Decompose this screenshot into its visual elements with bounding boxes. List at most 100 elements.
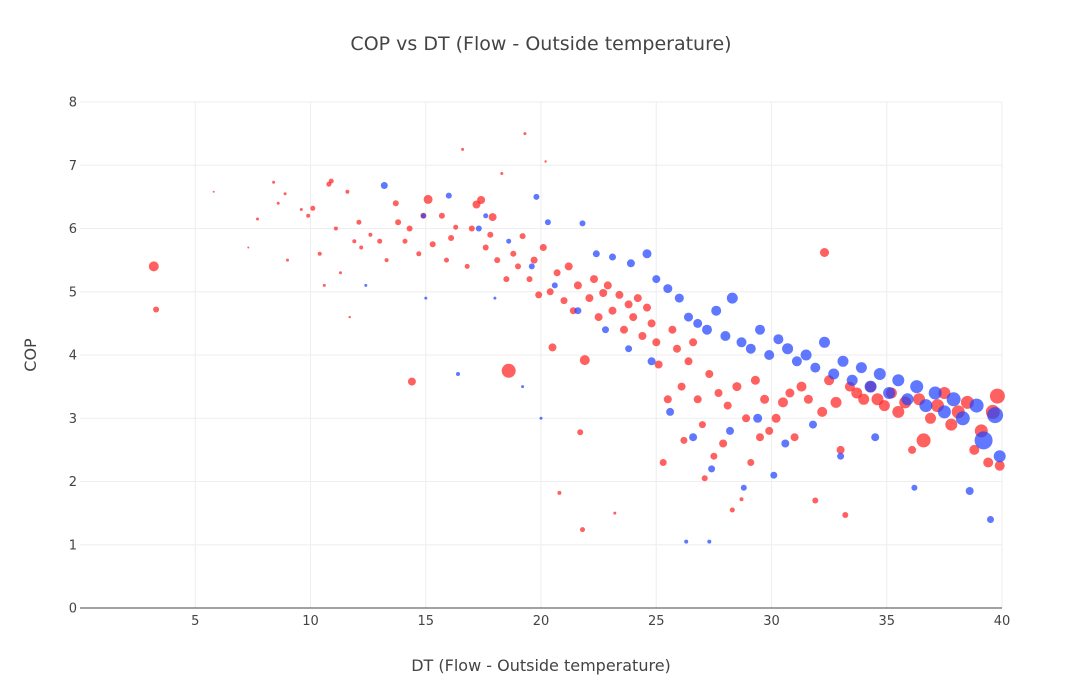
data-point[interactable] (837, 355, 849, 367)
data-point[interactable] (809, 420, 817, 429)
data-point[interactable] (429, 241, 436, 248)
data-point[interactable] (535, 291, 543, 299)
data-point[interactable] (402, 238, 408, 244)
data-point[interactable] (810, 362, 821, 373)
data-point[interactable] (871, 433, 880, 442)
data-point[interactable] (420, 213, 426, 219)
data-point[interactable] (946, 392, 961, 407)
data-point[interactable] (546, 288, 554, 296)
data-point[interactable] (544, 219, 551, 226)
data-point[interactable] (560, 297, 568, 305)
data-point[interactable] (753, 413, 763, 423)
data-point[interactable] (729, 507, 735, 513)
data-point[interactable] (901, 393, 914, 406)
data-point[interactable] (544, 160, 547, 163)
data-point[interactable] (608, 306, 617, 315)
data-point[interactable] (328, 178, 334, 184)
data-point[interactable] (684, 312, 693, 322)
data-point[interactable] (765, 426, 774, 435)
data-point[interactable] (858, 393, 870, 405)
data-point[interactable] (720, 331, 731, 341)
data-point[interactable] (339, 271, 342, 275)
data-point[interactable] (345, 189, 350, 194)
data-point[interactable] (842, 512, 849, 518)
data-point[interactable] (674, 293, 684, 303)
data-point[interactable] (500, 172, 504, 175)
data-point[interactable] (523, 132, 527, 136)
data-point[interactable] (624, 300, 633, 309)
data-point[interactable] (873, 368, 886, 380)
data-point[interactable] (812, 497, 819, 504)
data-point[interactable] (742, 414, 751, 423)
data-point[interactable] (579, 220, 586, 227)
data-point[interactable] (380, 182, 388, 189)
data-point[interactable] (855, 362, 867, 374)
data-point[interactable] (638, 332, 647, 340)
data-point[interactable] (817, 406, 828, 417)
data-point[interactable] (148, 261, 159, 272)
data-point[interactable] (773, 334, 784, 345)
data-point[interactable] (445, 192, 452, 199)
data-point[interactable] (356, 219, 362, 225)
data-point[interactable] (359, 245, 364, 250)
data-point[interactable] (892, 405, 905, 418)
data-point[interactable] (711, 305, 722, 316)
data-point[interactable] (684, 539, 689, 544)
data-point[interactable] (510, 250, 517, 257)
data-point[interactable] (796, 381, 807, 392)
data-point[interactable] (592, 250, 600, 258)
data-point[interactable] (689, 338, 698, 347)
data-point[interactable] (438, 212, 445, 219)
data-point[interactable] (983, 457, 994, 468)
data-point[interactable] (488, 213, 497, 222)
data-point[interactable] (424, 296, 428, 300)
data-point[interactable] (599, 289, 608, 297)
data-point[interactable] (416, 251, 422, 257)
data-point[interactable] (837, 452, 845, 460)
data-point[interactable] (602, 326, 609, 334)
data-point[interactable] (615, 290, 624, 299)
data-point[interactable] (647, 357, 656, 366)
data-point[interactable] (626, 259, 635, 268)
data-point[interactable] (444, 257, 449, 263)
data-point[interactable] (573, 281, 582, 290)
data-point[interactable] (647, 319, 656, 328)
data-point[interactable] (551, 282, 558, 289)
data-point[interactable] (781, 439, 790, 448)
data-point[interactable] (938, 387, 951, 399)
data-point[interactable] (911, 484, 918, 491)
data-point[interactable] (580, 527, 585, 533)
data-point[interactable] (739, 497, 744, 502)
data-point[interactable] (212, 190, 215, 193)
data-point[interactable] (377, 238, 383, 244)
data-point[interactable] (663, 395, 672, 404)
data-point[interactable] (483, 213, 489, 219)
data-point[interactable] (585, 294, 594, 303)
data-point[interactable] (878, 400, 890, 412)
data-point[interactable] (652, 338, 661, 347)
data-point[interactable] (557, 490, 562, 495)
data-point[interactable] (609, 253, 616, 261)
data-point[interactable] (937, 405, 951, 419)
data-point[interactable] (782, 343, 794, 355)
data-point[interactable] (830, 396, 842, 408)
data-point[interactable] (406, 225, 413, 232)
data-point[interactable] (276, 201, 280, 205)
data-point[interactable] (642, 249, 652, 259)
data-point[interactable] (395, 219, 402, 226)
data-point[interactable] (747, 459, 755, 466)
data-point[interactable] (760, 394, 770, 404)
data-point[interactable] (494, 257, 501, 264)
data-point[interactable] (965, 487, 974, 495)
data-point[interactable] (785, 388, 795, 398)
data-point[interactable] (726, 426, 734, 435)
data-point[interactable] (633, 294, 642, 303)
data-point[interactable] (643, 303, 651, 312)
data-point[interactable] (348, 315, 351, 319)
data-point[interactable] (384, 258, 389, 263)
data-point[interactable] (475, 225, 482, 232)
data-point[interactable] (392, 200, 399, 207)
data-point[interactable] (928, 386, 942, 400)
data-point[interactable] (448, 235, 455, 241)
data-point[interactable] (684, 357, 693, 366)
